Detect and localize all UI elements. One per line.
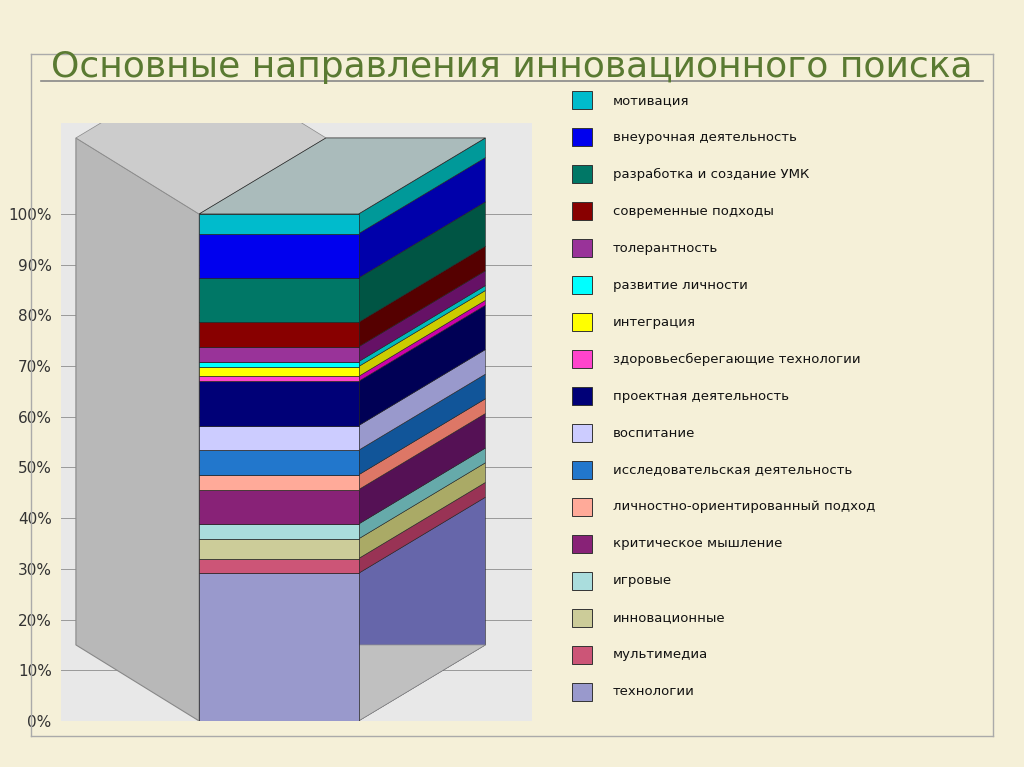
- Text: личностно-ориентированный подход: личностно-ориентированный подход: [612, 500, 876, 513]
- Bar: [199, 539, 358, 558]
- Text: игровые: игровые: [612, 574, 672, 588]
- Bar: [199, 475, 358, 489]
- Bar: [199, 214, 358, 234]
- Bar: [199, 450, 358, 475]
- Bar: [572, 498, 593, 516]
- Bar: [572, 313, 593, 331]
- Text: развитие личности: развитие личности: [612, 278, 748, 291]
- Polygon shape: [358, 305, 485, 426]
- Bar: [572, 609, 593, 627]
- Text: инновационные: инновационные: [612, 611, 725, 624]
- Bar: [199, 489, 358, 524]
- Bar: [572, 572, 593, 590]
- Polygon shape: [358, 271, 485, 362]
- Text: исследовательская деятельность: исследовательская деятельность: [612, 463, 852, 476]
- Text: здоровьесберегающие технологии: здоровьесберегающие технологии: [612, 353, 860, 366]
- Polygon shape: [358, 374, 485, 475]
- Polygon shape: [358, 291, 485, 377]
- Bar: [572, 424, 593, 442]
- Bar: [572, 276, 593, 295]
- Polygon shape: [358, 158, 485, 278]
- Bar: [572, 535, 593, 553]
- Text: воспитание: воспитание: [612, 426, 695, 439]
- Polygon shape: [358, 246, 485, 347]
- Polygon shape: [358, 138, 485, 234]
- Text: проектная деятельность: проектная деятельность: [612, 390, 788, 403]
- Bar: [199, 573, 358, 721]
- Bar: [199, 367, 358, 377]
- Bar: [572, 91, 593, 110]
- Bar: [572, 461, 593, 479]
- Bar: [199, 558, 358, 573]
- Polygon shape: [199, 645, 485, 721]
- Bar: [199, 347, 358, 362]
- Bar: [199, 381, 358, 426]
- Text: интеграция: интеграция: [612, 316, 695, 329]
- Bar: [572, 646, 593, 663]
- Bar: [199, 377, 358, 381]
- Polygon shape: [358, 463, 485, 558]
- Bar: [572, 350, 593, 368]
- Polygon shape: [199, 138, 485, 214]
- Text: разработка и создание УМК: разработка и создание УМК: [612, 168, 809, 181]
- Bar: [572, 128, 593, 146]
- Text: современные подходы: современные подходы: [612, 205, 774, 218]
- Polygon shape: [358, 448, 485, 539]
- Bar: [572, 166, 593, 183]
- Polygon shape: [358, 301, 485, 381]
- Bar: [572, 683, 593, 701]
- Bar: [199, 322, 358, 347]
- Bar: [199, 278, 358, 322]
- Polygon shape: [76, 138, 199, 721]
- Bar: [572, 202, 593, 220]
- Text: мультимедиа: мультимедиа: [612, 648, 708, 661]
- Bar: [199, 362, 358, 367]
- Polygon shape: [358, 399, 485, 489]
- Polygon shape: [358, 202, 485, 322]
- Bar: [199, 234, 358, 278]
- Text: Основные направления инновационного поиска: Основные направления инновационного поис…: [51, 50, 973, 84]
- Bar: [572, 239, 593, 257]
- Bar: [199, 524, 358, 539]
- Text: критическое мышление: критическое мышление: [612, 538, 782, 551]
- Polygon shape: [358, 497, 485, 721]
- Polygon shape: [358, 413, 485, 524]
- Polygon shape: [76, 62, 326, 214]
- Text: толерантность: толерантность: [612, 242, 718, 255]
- Bar: [572, 387, 593, 405]
- Polygon shape: [358, 285, 485, 367]
- Polygon shape: [358, 482, 485, 573]
- Text: мотивация: мотивация: [612, 94, 689, 107]
- Text: технологии: технологии: [612, 685, 694, 698]
- Polygon shape: [358, 350, 485, 450]
- Text: внеурочная деятельность: внеурочная деятельность: [612, 131, 797, 144]
- Bar: [199, 426, 358, 450]
